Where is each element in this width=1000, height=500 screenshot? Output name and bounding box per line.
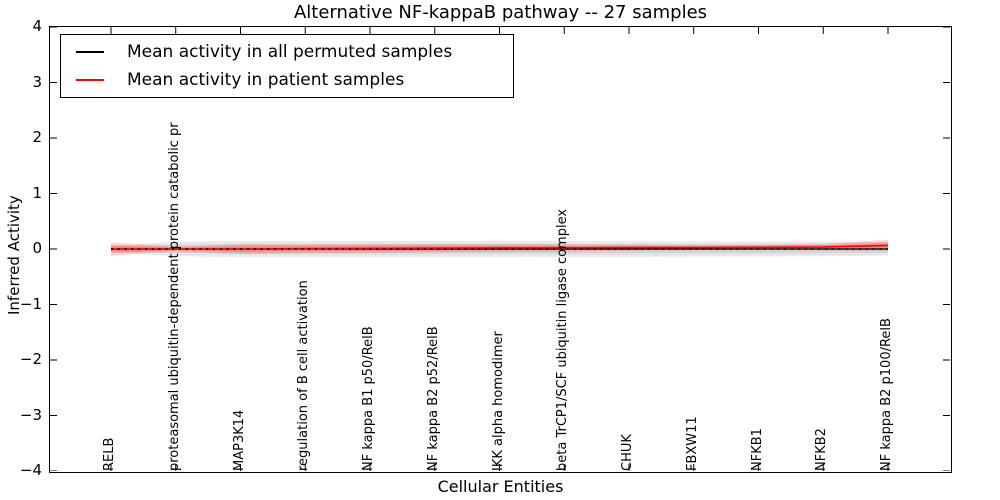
x-tick-label: NF kappa B2 p100/RelB xyxy=(879,318,894,471)
x-tick-label: NF kappa B1 p50/RelB xyxy=(361,326,376,471)
legend-line-sample xyxy=(76,79,104,81)
legend-item: Mean activity in patient samples xyxy=(61,66,513,94)
x-tick-label: regulation of B cell activation xyxy=(296,280,312,471)
legend: Mean activity in all permuted samples Mea… xyxy=(60,34,514,98)
plot-area xyxy=(49,26,952,473)
y-tick-label: 1 xyxy=(32,183,42,202)
y-tick-label: −2 xyxy=(19,350,42,368)
legend-item: Mean activity in all permuted samples xyxy=(61,38,513,66)
y-tick-label: −3 xyxy=(19,405,42,424)
y-tick-label: 3 xyxy=(32,72,42,91)
x-tick-label: beta TrCP1/SCF ubiquitin ligase complex xyxy=(555,208,571,471)
y-tick-label: 0 xyxy=(32,239,42,257)
legend-item-label: Mean activity in patient samples xyxy=(127,70,405,90)
x-tick-label: proteasomal ubiquitin-dependent protein … xyxy=(166,122,182,471)
x-tick-label: IKK alpha homodimer xyxy=(490,331,506,471)
x-tick-label: NFKB2 xyxy=(814,428,830,471)
x-tick-label: FBXW11 xyxy=(684,416,700,471)
x-tick-label: RELB xyxy=(102,437,117,471)
chart-title: Alternative NF-kappaB pathway -- 27 samp… xyxy=(293,2,708,23)
legend-item-label: Mean activity in all permuted samples xyxy=(127,42,453,62)
x-axis-label: Cellular Entities xyxy=(437,477,564,496)
x-tick-label: CHUK xyxy=(620,434,635,471)
x-tick-label: NF kappa B2 p52/RelB xyxy=(425,326,441,471)
y-tick-label: 4 xyxy=(32,17,42,35)
y-tick-label: 2 xyxy=(32,128,42,146)
legend-line-sample xyxy=(76,51,104,53)
y-tick-label: −4 xyxy=(19,461,42,479)
y-tick-label: −1 xyxy=(19,294,42,313)
chart-canvas xyxy=(50,27,950,471)
x-tick-label: MAP3K14 xyxy=(231,409,247,471)
tick-marks xyxy=(50,27,950,471)
x-tick-label: NFKB1 xyxy=(749,428,765,471)
